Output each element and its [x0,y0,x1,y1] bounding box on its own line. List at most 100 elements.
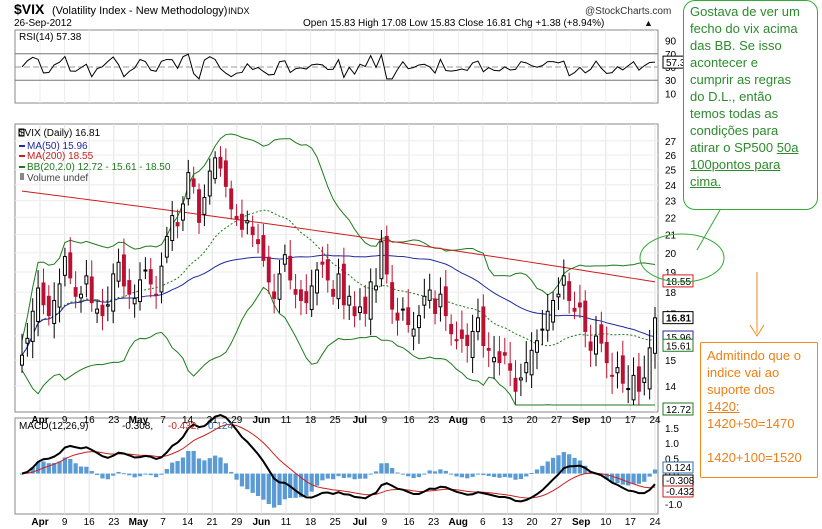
green-annotation-note: Gostava de ver um fecho do vix acima das… [683,0,818,210]
macd-histogram-bar [336,473,341,477]
y-tick-label: 18 [665,288,677,299]
note-line: cima. [690,173,811,190]
note-line: 100pontos para [690,156,811,173]
candle-body [588,341,593,351]
candle-body [427,289,432,301]
macd-hist-value: 0.124 [208,421,233,432]
candle-body [239,213,244,230]
macd-histogram-bar [282,473,287,500]
macd-histogram-bar [368,473,373,475]
candle-body [433,298,438,314]
candle-body [363,296,368,314]
candle-body [508,363,513,371]
macd-histogram-bar [180,457,186,474]
rsi-tick-label: 70 [665,50,677,61]
target-ellipse [639,233,725,283]
candle-body [20,354,24,366]
ma200-line [21,190,656,283]
legend-bb: BB(20,2.0) 12.72 - 15.61 - 18.50 [27,162,171,173]
x-tick-label: 9 [62,415,68,426]
macd-histogram-bar [470,473,475,477]
price-value-box [662,402,694,416]
candle-body [170,215,175,242]
candle-body [154,293,159,296]
candle-body [454,339,459,342]
candle-body [84,275,89,285]
candle-body [164,235,169,258]
candle-body [229,188,234,210]
candle-body [470,330,475,359]
x-tick-label: 24 [649,517,661,528]
x-tick-label: 16 [84,415,96,426]
macd-histogram-bar [626,473,631,486]
macd-histogram-bar [465,473,470,479]
macd-histogram-bar [508,473,513,478]
candle-body [207,170,212,197]
x-tick-label: 17 [625,415,637,426]
candle-body [277,273,282,300]
note-line: fecho do vix acima [690,21,798,36]
macd-histogram-bar [379,463,384,474]
x-tick-label: 11 [281,517,292,528]
candle-body [111,273,116,312]
candle-body [298,289,303,302]
note-line: das BB. Se isso [690,38,782,53]
y-tick-label: 14 [665,382,677,393]
macd-histogram-bar [422,473,427,475]
candle-body [556,293,561,298]
candle-body [577,302,582,308]
candle-body [30,310,35,342]
y-tick-label: 22 [665,213,677,224]
price-panel [14,123,659,413]
x-tick-label: 29 [231,415,243,426]
macd-histogram-bar [459,473,465,478]
macd-histogram-bar [475,473,481,475]
y-tick-label: 23 [665,197,677,208]
x-tick-label: May [129,415,149,426]
legend-vix: $VIX (Daily) 16.81 [19,128,101,139]
x-tick-label: 27 [551,415,563,426]
x-tick-label: 7 [160,415,166,426]
candle-body [492,357,497,363]
candle-body [89,276,94,304]
macd-histogram-bar [373,471,379,474]
candle-body [518,377,523,381]
macd-tick-label: 1.0 [665,439,679,450]
note-line: suporte dos [707,382,775,397]
macd-histogram-bar [583,465,588,474]
candle-body [513,377,518,392]
rsi-tick-label: 90 [665,37,677,48]
rsi-panel [14,29,659,104]
x-tick-label: 18 [305,415,317,426]
candle-body [631,374,636,401]
macd-value-label: -0.308 [666,476,695,487]
candle-body [175,222,180,227]
y-tick-label: 25 [665,166,677,177]
x-tick-label: 11 [281,415,292,426]
candle-body [127,280,132,295]
macd-histogram-bar [491,473,497,478]
chg-arrow-icon: ▲ [644,18,653,28]
note-line: Gostava de ver um [690,4,800,19]
candle-body [524,362,529,374]
macd-panel [14,417,659,515]
macd-histogram-bar [250,473,255,493]
price-value-label: 16.81 [666,314,691,325]
macd-histogram-bar [100,473,105,479]
x-tick-label: Aug [448,415,467,426]
candle-body [36,287,41,322]
macd-histogram-bar [277,473,282,506]
candle-body [52,300,57,324]
macd-histogram-bar [524,473,529,477]
candle-body [138,279,142,303]
candle-body [604,341,609,364]
x-tick-label: 23 [108,415,120,426]
candle-body [481,306,486,347]
x-tick-label: Apr [31,517,48,528]
macd-histogram-bar [438,469,443,474]
candle-body [57,283,62,308]
macd-histogram-bar [234,473,239,480]
candle-body [309,285,314,311]
macd-histogram-bar [271,473,277,508]
